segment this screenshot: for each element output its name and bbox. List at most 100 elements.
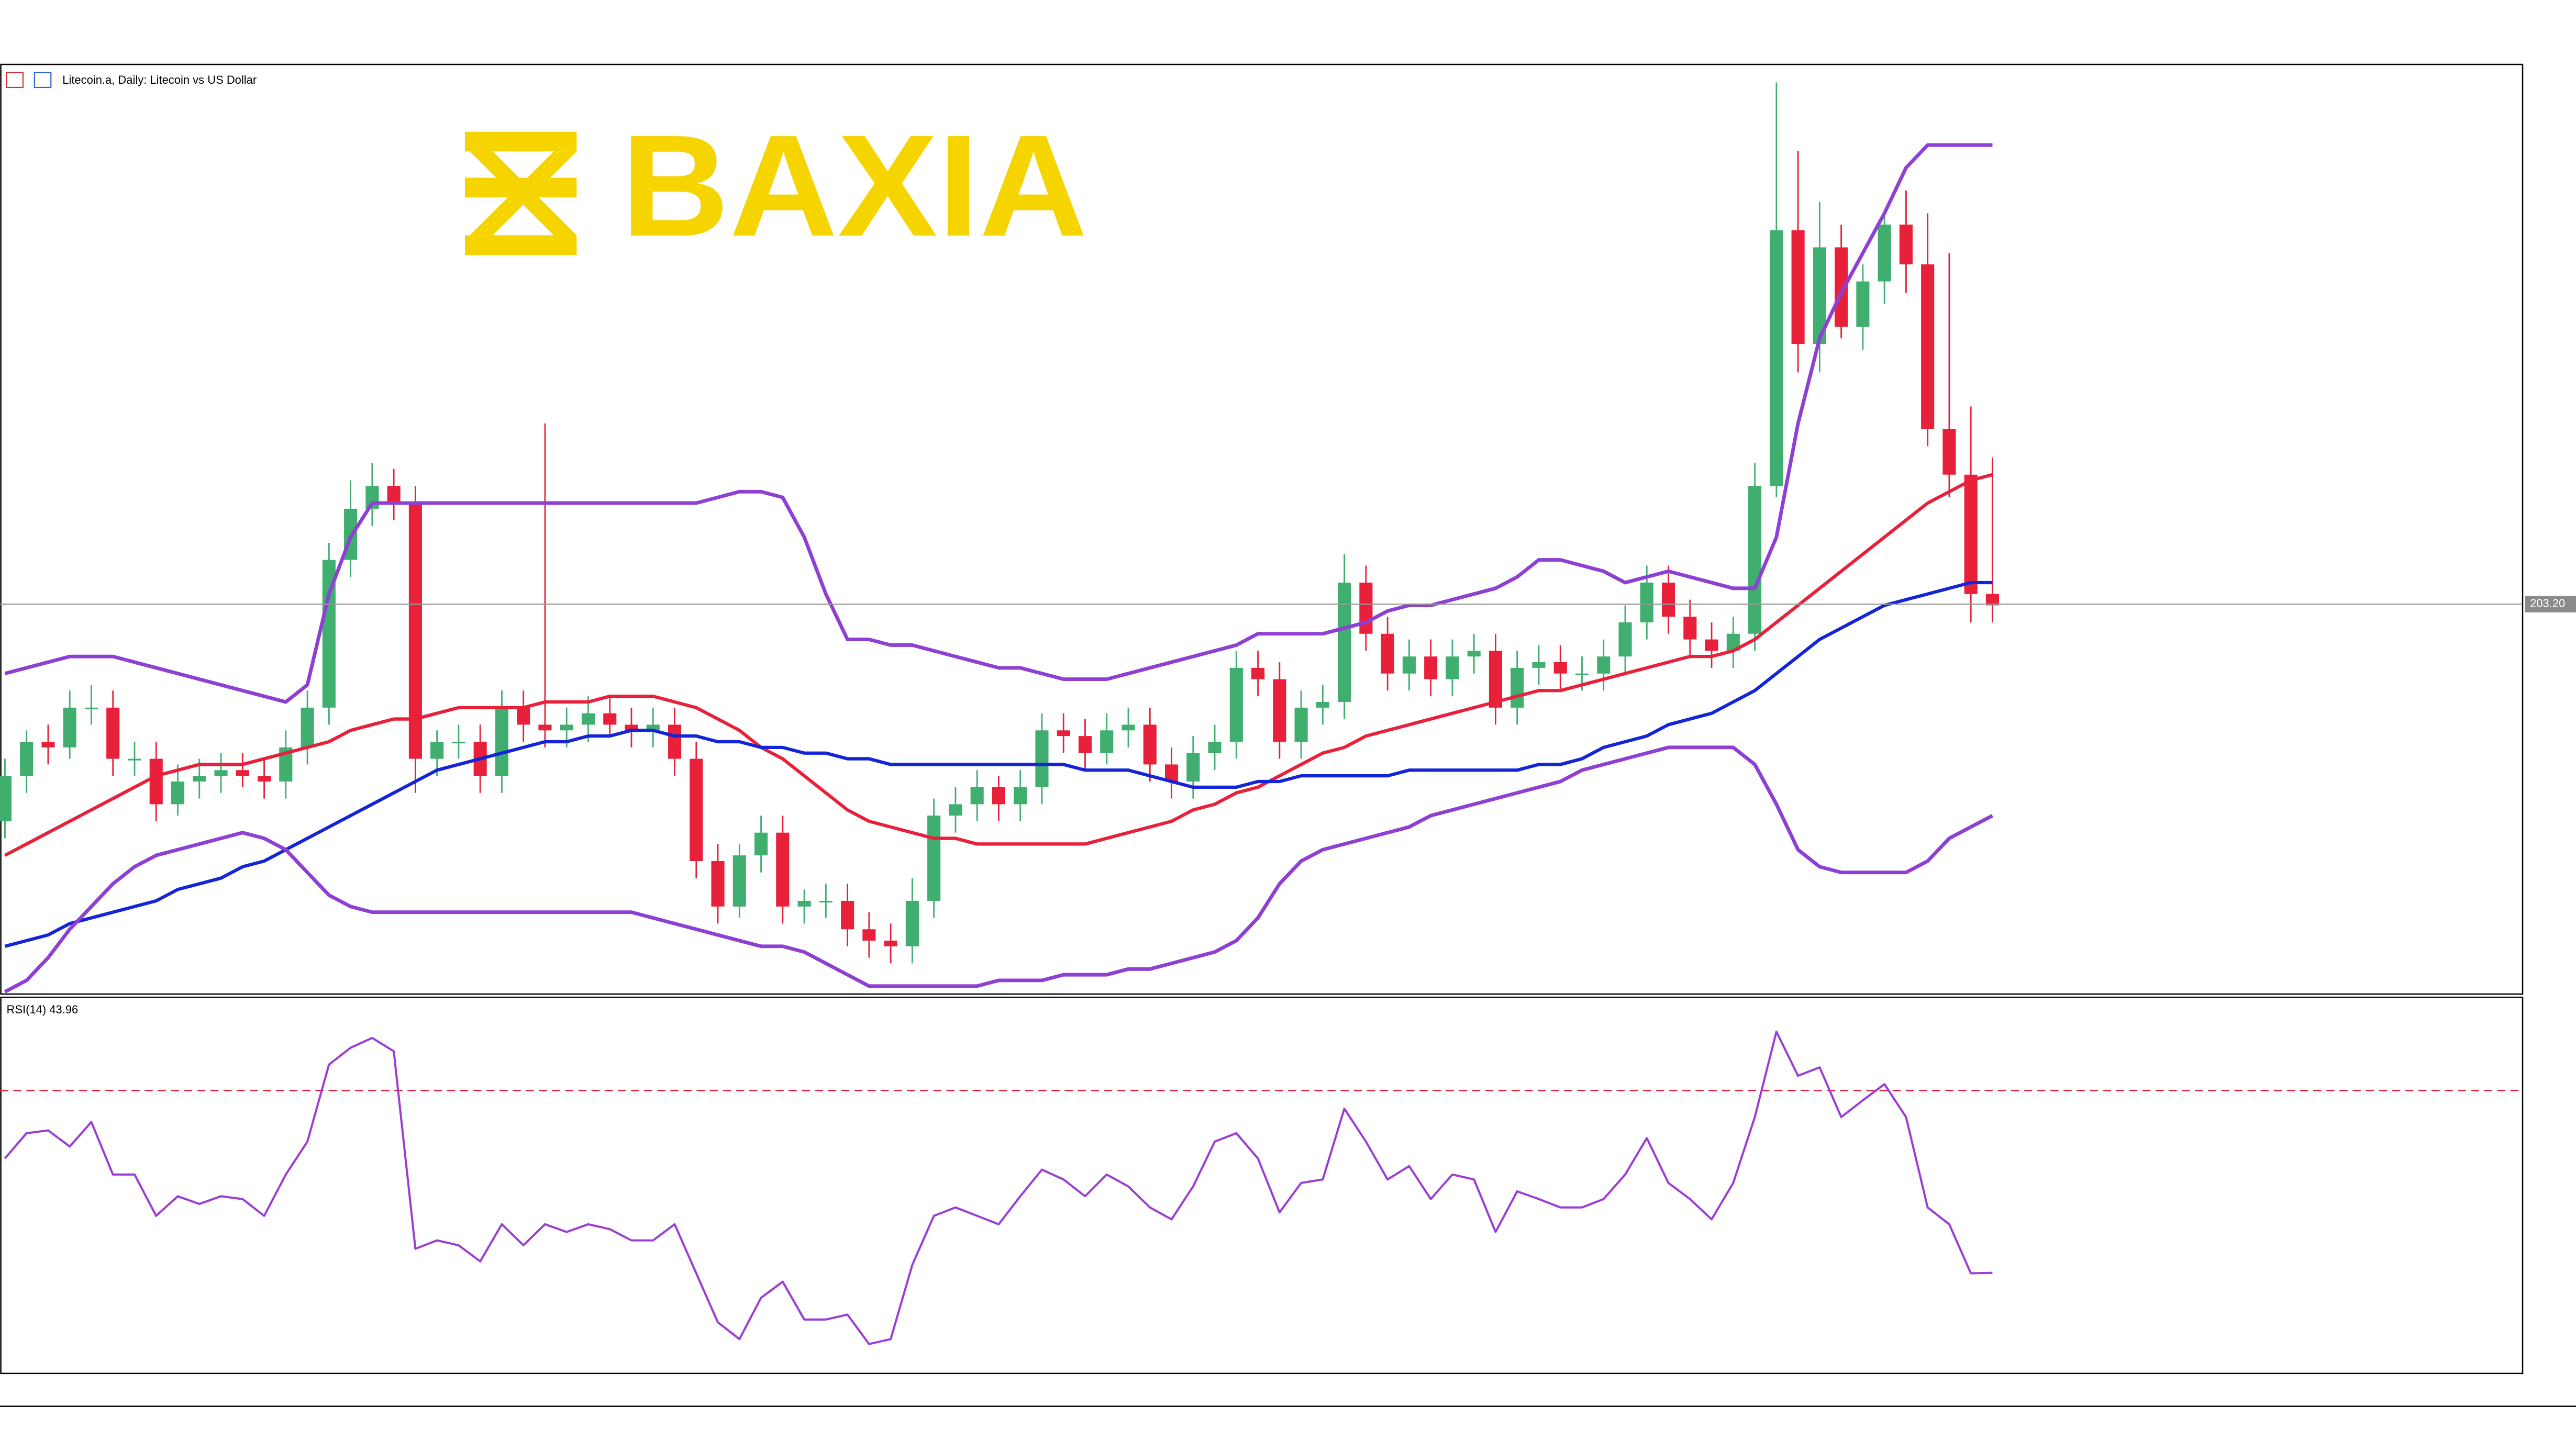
candle-body xyxy=(1143,724,1157,765)
candle-body xyxy=(1899,225,1913,265)
rsi-line xyxy=(4,1030,1993,1345)
candle-body xyxy=(1985,594,2000,606)
candle-body xyxy=(1964,474,1978,594)
candle-body xyxy=(1856,281,1870,327)
candle-body xyxy=(1489,651,1503,708)
candle-body xyxy=(1251,667,1265,679)
chart-icon[interactable] xyxy=(34,72,52,88)
candle-body xyxy=(625,724,638,731)
candle-body xyxy=(84,707,98,710)
candle-body xyxy=(1186,753,1200,782)
candle-body xyxy=(1683,617,1697,640)
labels: 203.20 xyxy=(2525,596,2576,612)
candle-body xyxy=(841,900,854,930)
candle-body xyxy=(1273,679,1286,742)
candle-body xyxy=(1532,662,1546,668)
candle-body xyxy=(452,742,465,744)
candle-body xyxy=(1553,662,1567,674)
candle-body xyxy=(1597,656,1611,674)
candle-body xyxy=(754,832,768,856)
candle-body xyxy=(20,742,34,776)
candle-body xyxy=(1618,622,1632,657)
candle-body xyxy=(1229,667,1243,742)
candle-body xyxy=(430,742,444,759)
candle-body xyxy=(1208,742,1222,753)
candle-body xyxy=(711,861,725,907)
candle-body xyxy=(1748,486,1762,634)
candle-body xyxy=(1770,230,1783,486)
candle-body xyxy=(646,724,660,731)
candle-body xyxy=(1035,730,1049,787)
candle-body xyxy=(1402,656,1416,674)
candle-body xyxy=(1338,583,1351,702)
candle-body xyxy=(1878,225,1891,282)
candle-body xyxy=(970,787,984,805)
candle-body xyxy=(1942,429,1956,475)
candle-body xyxy=(106,707,120,759)
candle-body xyxy=(1359,583,1373,634)
indicator-line xyxy=(4,473,1993,857)
candle-body xyxy=(949,804,962,816)
candle-body xyxy=(1014,787,1027,805)
candle-body xyxy=(258,776,271,782)
candle-body xyxy=(214,770,228,776)
candle-body xyxy=(236,770,249,776)
candle-body xyxy=(668,724,682,759)
candle-body xyxy=(819,900,832,903)
candle-body xyxy=(581,713,595,725)
rsi-title: RSI(14) 43.96 xyxy=(7,1003,79,1016)
candle-body xyxy=(1122,724,1135,731)
candle-body xyxy=(862,929,876,941)
candle-body xyxy=(0,776,12,821)
candle-body xyxy=(1424,656,1438,679)
current-price-label: 203.20 xyxy=(2530,597,2565,610)
candle-body xyxy=(1661,583,1675,617)
menu-icon[interactable] xyxy=(6,72,24,88)
candle-body xyxy=(884,940,897,946)
candle-body xyxy=(387,486,401,504)
candle-body xyxy=(41,742,55,747)
candle-body xyxy=(193,776,206,782)
candle-body xyxy=(1640,583,1653,623)
candle-body xyxy=(1791,230,1805,344)
candle-body xyxy=(301,707,314,747)
candle-body xyxy=(128,758,141,761)
candle-body xyxy=(1381,633,1394,674)
current-price-box xyxy=(2525,596,2576,612)
candle-body xyxy=(1294,707,1308,742)
candle-body xyxy=(1057,730,1070,736)
logo-text: BAXIA xyxy=(621,105,1087,266)
candle-body xyxy=(1575,673,1589,675)
candle-body xyxy=(776,832,790,907)
candle-body xyxy=(149,758,163,805)
logo-icon xyxy=(464,131,577,255)
candle-body xyxy=(560,724,573,731)
rsi-panel-frame xyxy=(0,997,2524,1375)
candle-body xyxy=(1921,264,1935,429)
candle-body xyxy=(517,707,530,725)
candle-body xyxy=(1100,730,1114,753)
candle-body xyxy=(1511,667,1524,708)
main-panel-frame xyxy=(0,63,2524,995)
chart-title: Litecoin.a, Daily: Litecoin vs US Dollar xyxy=(62,73,257,86)
candle-body xyxy=(1467,651,1481,657)
indicator-line xyxy=(4,581,1993,948)
candle-body xyxy=(1446,656,1459,679)
candle-body xyxy=(690,758,703,861)
candle-body xyxy=(495,707,508,776)
candle-body xyxy=(992,787,1005,805)
candle-body xyxy=(63,707,76,747)
candle-body xyxy=(732,855,746,907)
candle-body xyxy=(603,713,617,725)
candle-body xyxy=(1316,702,1329,708)
candle-body xyxy=(797,900,811,907)
indicator-line xyxy=(4,745,1994,994)
candle-body xyxy=(1078,736,1092,753)
candle-body xyxy=(171,781,185,805)
marks xyxy=(0,82,2522,1345)
candle-body xyxy=(1705,639,1718,651)
candle-body xyxy=(927,816,941,901)
